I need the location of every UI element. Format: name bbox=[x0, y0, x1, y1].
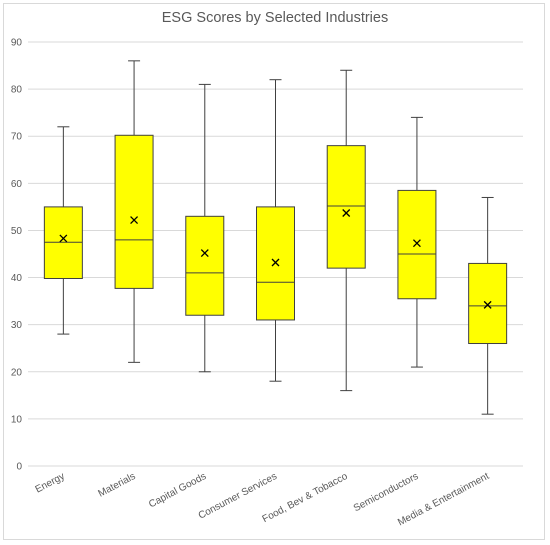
box-5 bbox=[326, 69, 366, 392]
mean-marker bbox=[200, 249, 209, 258]
mean-stroke bbox=[412, 239, 421, 248]
y-tick-label: 70 bbox=[11, 132, 23, 143]
y-tick-label: 40 bbox=[11, 273, 23, 284]
y-tick-label: 10 bbox=[11, 414, 23, 425]
x-tick-label: Capital Goods bbox=[147, 471, 208, 510]
y-tick-label: 0 bbox=[16, 462, 22, 473]
mean-stroke bbox=[271, 258, 280, 267]
y-axis: 0 10 20 30 40 50 60 70 80 90 bbox=[11, 38, 23, 473]
box-1 bbox=[43, 126, 83, 335]
iqr-box bbox=[185, 215, 225, 316]
box-7 bbox=[468, 196, 508, 415]
box-4 bbox=[256, 79, 295, 382]
box-2 bbox=[114, 60, 154, 363]
iqr-box bbox=[326, 145, 366, 269]
mean-stroke bbox=[59, 234, 68, 243]
box-3 bbox=[185, 83, 225, 373]
iqr-box bbox=[256, 206, 295, 321]
mean-stroke bbox=[130, 216, 139, 225]
y-tick-label: 60 bbox=[11, 179, 23, 190]
boxes bbox=[43, 60, 508, 415]
y-tick-label: 20 bbox=[11, 367, 23, 378]
mean-marker bbox=[483, 300, 492, 309]
iqr-box bbox=[397, 189, 437, 300]
mean-stroke bbox=[342, 209, 351, 217]
mean-stroke bbox=[200, 249, 209, 258]
x-tick-label: Semiconductors bbox=[352, 471, 420, 514]
mean-stroke bbox=[483, 300, 492, 309]
y-tick-label: 90 bbox=[11, 38, 23, 49]
iqr-box bbox=[468, 262, 508, 345]
mean-marker bbox=[59, 234, 68, 243]
x-tick-label: Materials bbox=[96, 471, 137, 500]
iqr-box bbox=[114, 134, 154, 289]
mean-marker bbox=[412, 239, 421, 248]
y-tick-label: 80 bbox=[11, 85, 23, 96]
chart-title: ESG Scores by Selected Industries bbox=[161, 10, 389, 26]
y-tick-label: 30 bbox=[11, 320, 23, 331]
mean-marker bbox=[342, 209, 351, 217]
y-tick-label: 50 bbox=[11, 226, 23, 237]
mean-marker bbox=[271, 258, 280, 267]
x-tick-label: Energy bbox=[34, 471, 67, 496]
box-6 bbox=[397, 116, 437, 368]
mean-marker bbox=[130, 216, 139, 225]
